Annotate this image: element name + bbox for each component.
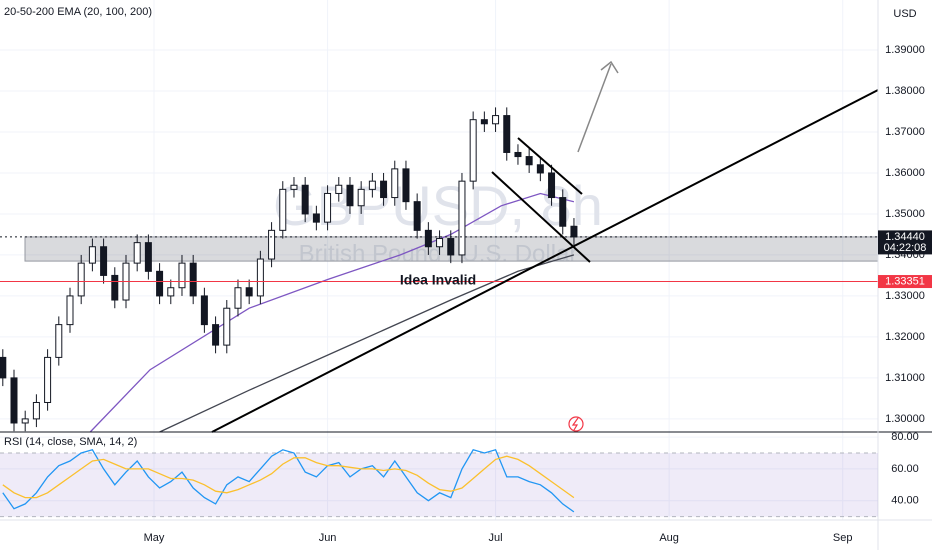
candle-body [380,180,388,199]
candle-body [357,188,365,207]
x-tick-label: May [144,532,165,544]
y-tick-label: 1.35000 [885,208,925,220]
y-tick-label: 80.00 [891,431,919,443]
candle-body [268,229,276,260]
y-tick-label: 1.30000 [885,413,925,425]
candle-body [0,356,7,379]
event-icon-bolt [571,417,579,431]
x-tick-label: Jun [319,532,337,544]
candle-body [570,225,578,238]
candle-body [548,172,556,199]
y-tick-label: 1.32000 [885,331,925,343]
candle-body [111,274,119,301]
candle-body [100,246,108,276]
arrow-head [600,60,619,74]
candle-body [212,324,220,346]
candle-body [10,377,18,424]
candle-body [525,156,533,166]
price-tag-label: 1.34440 [885,231,925,243]
candle-body [413,201,421,231]
candle-body [503,115,511,153]
candle-body [32,401,40,420]
y-tick-label: 1.39000 [885,44,925,56]
candle-body [424,229,432,248]
candle-body [368,180,376,190]
candle-body [245,287,253,297]
channel-line [517,137,583,195]
y-tick-label: 1.31000 [885,372,925,384]
rsi-pane [0,449,878,518]
candle-body [447,238,455,256]
x-tick-label: Sep [833,532,853,544]
candle-body [536,164,544,174]
candle-body [55,324,63,358]
candle-body [391,168,399,199]
candle-body [312,213,320,223]
series-line [159,254,575,433]
candle-body [279,188,287,231]
price-countdown: 04:22:08 [884,242,927,254]
y-tick-label: 40.00 [891,495,919,507]
drawings [211,60,879,433]
y-tick-label: 1.37000 [885,126,925,138]
candle-body [156,270,164,297]
candle-body [402,168,410,203]
series-line [2,455,575,499]
candle-body [335,184,343,194]
annotation: Idea Invalid [400,272,476,288]
arrow [577,63,612,153]
grid [0,0,878,520]
y-tick-label: 1.38000 [885,85,925,97]
candle-body [133,242,141,264]
main-pane [0,107,879,433]
channel-line [491,171,591,263]
candle-body [144,242,152,272]
candle-body [44,356,52,403]
rsi-band [0,453,878,517]
candle-body [492,115,500,125]
candle-body [346,184,354,207]
candle-body [223,307,231,346]
candle-body [200,295,208,326]
rsi-legend: RSI (14, close, SMA, 14, 2) [4,436,137,448]
candle-body [469,119,477,182]
candle-body [256,258,264,297]
y-tick-label: 60.00 [891,463,919,475]
candle-body [178,262,186,289]
x-tick-label: Aug [659,532,679,544]
candle-body [480,119,488,125]
candle-body [436,238,444,248]
candle-body [167,287,175,297]
candle-body [458,180,466,256]
candle-body [234,287,242,309]
candle-body [66,295,74,326]
candle-body [21,418,29,424]
y-tick-label: 1.33000 [885,290,925,302]
price-tag [878,230,932,255]
series-line [2,449,575,513]
candle-body [77,262,85,297]
event-icon [568,416,584,432]
trendline [211,89,879,433]
y-tick-label: 1.36000 [885,167,925,179]
price-tag [878,275,932,289]
candle-body [88,246,96,264]
candle-body [324,192,332,223]
price-tag-label: 1.33351 [885,275,925,287]
y-axis-label: USD [893,8,916,20]
candle-body [290,184,298,190]
candle-body [301,184,309,215]
candle-body [189,262,197,297]
indicator-legend: 20-50-200 EMA (20, 100, 200) [4,6,152,18]
x-tick-label: Jul [489,532,503,544]
candle-body [559,197,567,227]
series-line [89,192,575,433]
candle-body [514,151,522,158]
